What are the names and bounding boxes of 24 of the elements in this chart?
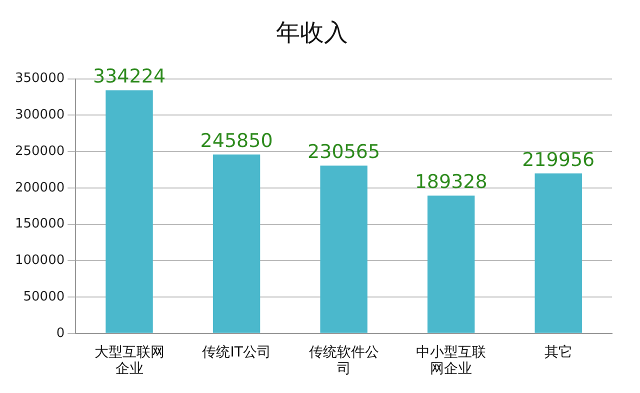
y-tick-label: 150000 [14,216,65,232]
data-label: 334224 [93,66,166,88]
data-label: 219956 [522,148,595,171]
x-tick-label: 传统软件公司 [308,344,379,378]
data-label: 189328 [414,171,488,194]
x-tick-label: 传统IT公司 [202,344,271,360]
y-tick-label: 350000 [14,71,65,86]
data-label: 245850 [200,130,273,152]
bar [320,166,368,333]
chart-title: 年收入 [276,18,348,47]
bar [534,173,582,333]
y-tick-label: 200000 [14,180,65,196]
data-label: 230565 [308,141,380,164]
x-tick-label: 大型互联网企业 [94,344,164,378]
bar [427,196,475,333]
y-tick-label: 300000 [14,108,65,123]
x-tick-label: 其它 [544,344,572,360]
y-tick-label: 50000 [23,289,65,304]
y-tick-label: 100000 [14,253,65,268]
bar [106,90,153,333]
y-tick-label: 250000 [14,144,65,159]
bar [212,154,260,333]
y-tick-label: 0 [56,326,65,341]
x-tick-label: 中小型互联网企业 [416,344,486,378]
